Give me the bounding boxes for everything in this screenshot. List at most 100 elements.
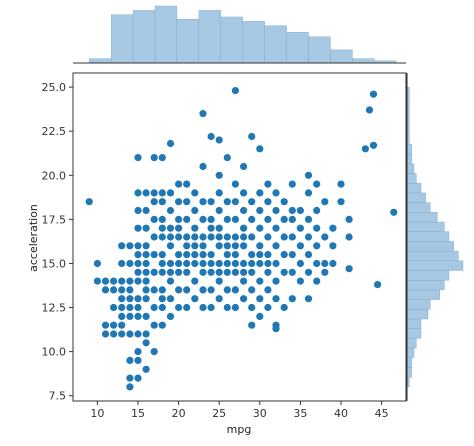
scatter-point	[256, 206, 264, 215]
marginal-x-bar	[286, 32, 309, 64]
scatter-point	[150, 321, 158, 329]
marginal-histogram-y	[406, 73, 464, 401]
scatter-point	[126, 277, 134, 285]
scatter-point	[199, 286, 207, 294]
scatter-point	[150, 268, 158, 276]
scatter-point	[240, 206, 248, 215]
scatter-point	[231, 180, 239, 188]
marginal-y-bar	[406, 347, 415, 358]
scatter-point	[207, 198, 215, 206]
scatter-point	[175, 286, 183, 294]
scatter-point	[215, 136, 223, 144]
scatter-point	[110, 321, 118, 329]
y-tick-label: 17.5	[42, 213, 67, 226]
scatter-point	[304, 268, 313, 276]
marginal-x-bar	[242, 21, 265, 64]
scatter-point	[223, 286, 231, 294]
scatter-point	[199, 233, 207, 241]
scatter-point	[126, 259, 134, 268]
marginal-y-bar	[406, 318, 422, 329]
scatter-point	[126, 383, 134, 391]
scatter-point	[142, 268, 150, 276]
scatter-point	[374, 281, 382, 289]
scatter-point	[215, 206, 223, 215]
scatter-point	[215, 295, 223, 303]
y-tick-label: 25.0	[42, 81, 67, 94]
scatter-point	[272, 295, 280, 303]
marginal-y-bar	[406, 173, 417, 184]
scatter-point	[248, 251, 256, 259]
scatter-point	[223, 259, 231, 268]
scatter-point	[134, 330, 142, 338]
scatter-point	[142, 206, 150, 215]
scatter-point	[191, 224, 199, 232]
scatter-point	[321, 259, 329, 268]
scatter-point	[248, 268, 256, 276]
scatter-point	[134, 251, 142, 259]
scatter-point	[272, 189, 280, 197]
scatter-point	[199, 215, 207, 223]
scatter-point	[321, 198, 329, 206]
scatter-point	[256, 295, 264, 303]
scatter-point	[158, 198, 166, 206]
scatter-point	[231, 198, 239, 206]
scatter-point	[248, 321, 256, 329]
scatter-point	[280, 251, 288, 259]
scatter-point	[296, 206, 304, 215]
scatter-point	[158, 154, 166, 162]
scatter-point	[199, 259, 207, 268]
scatter-point	[304, 215, 313, 223]
scatter-point	[223, 303, 231, 312]
scatter-point	[304, 295, 313, 303]
marginal-y-bar	[406, 241, 454, 252]
scatter-point	[304, 189, 313, 197]
marginal-x-bar	[89, 58, 112, 64]
scatter-point	[231, 251, 239, 259]
scatter-point	[101, 286, 110, 294]
scatter-point	[183, 242, 191, 250]
marginal-x-bar	[330, 49, 353, 64]
scatter-point	[361, 145, 369, 153]
scatter-point	[223, 215, 231, 223]
scatter-point	[215, 171, 223, 179]
scatter-points	[85, 87, 398, 391]
scatter-point	[199, 303, 207, 312]
scatter-point	[280, 198, 288, 206]
scatter-point	[337, 198, 345, 206]
scatter-point	[150, 251, 158, 259]
scatter-point	[321, 233, 329, 241]
scatter-point	[215, 277, 223, 285]
scatter-point	[142, 312, 150, 320]
scatter-point	[240, 189, 248, 197]
scatter-point	[118, 330, 126, 338]
scatter-point	[313, 242, 321, 250]
scatter-point	[150, 348, 158, 356]
scatter-point	[183, 259, 191, 268]
scatter-point	[158, 303, 166, 312]
scatter-point	[142, 286, 150, 294]
scatter-point	[321, 268, 329, 276]
scatter-point	[183, 251, 191, 259]
marginal-x-bar	[110, 14, 134, 64]
x-axis: 10 15 20 25 30 35 40 45	[90, 401, 389, 420]
scatter-point	[207, 259, 215, 268]
scatter-point	[280, 268, 288, 276]
scatter-point	[191, 242, 199, 250]
scatter-point	[231, 242, 239, 250]
scatter-point	[183, 215, 191, 223]
scatter-point	[166, 189, 175, 197]
scatter-point	[191, 259, 199, 268]
scatter-point	[166, 268, 175, 276]
scatter-point	[215, 189, 223, 197]
scatter-point	[166, 224, 175, 232]
scatter-point	[191, 295, 199, 303]
scatter-point	[231, 268, 239, 276]
scatter-point	[390, 208, 398, 216]
scatter-point	[223, 233, 231, 241]
marginal-y-bar	[406, 202, 431, 213]
scatter-point	[280, 233, 288, 241]
scatter-point	[183, 303, 191, 312]
scatter-point	[175, 233, 183, 241]
scatter-point	[142, 277, 150, 285]
